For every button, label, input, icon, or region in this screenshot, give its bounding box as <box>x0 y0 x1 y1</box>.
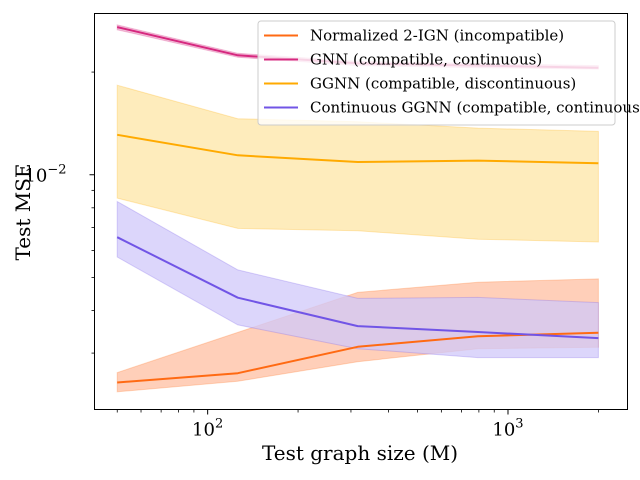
legend-label: Continuous GGNN (compatible, continuous) <box>310 99 640 117</box>
y-axis-label: Test MSE <box>11 163 35 260</box>
line-ggnn-compatible-discontinuous <box>117 133 599 165</box>
line-continuous-ggnn-compatible-continuous <box>116 236 599 340</box>
plot-frame <box>94 13 628 410</box>
band-continuous-ggnn-compatible-continuous <box>116 200 599 359</box>
x-axis-label: Test graph size (M) <box>262 441 458 465</box>
line-normalized-2-ign-incompatible <box>117 331 599 384</box>
x-axis: 102 103 <box>116 409 599 441</box>
y-axis: 10−2 <box>24 71 95 354</box>
legend-label: Normalized 2-IGN (incompatible) <box>310 27 564 45</box>
x-tick-label: 102 <box>192 417 223 441</box>
confidence-bands <box>116 24 599 393</box>
legend-label: GGNN (compatible, discontinuous) <box>310 75 576 93</box>
y-tick-label: 10−2 <box>24 163 66 187</box>
x-tick-label: 103 <box>492 417 523 441</box>
legend: Normalized 2-IGN (incompatible) GNN (comp… <box>257 20 640 126</box>
legend-box <box>257 20 616 126</box>
legend-label: GNN (compatible, continuous) <box>310 51 542 69</box>
